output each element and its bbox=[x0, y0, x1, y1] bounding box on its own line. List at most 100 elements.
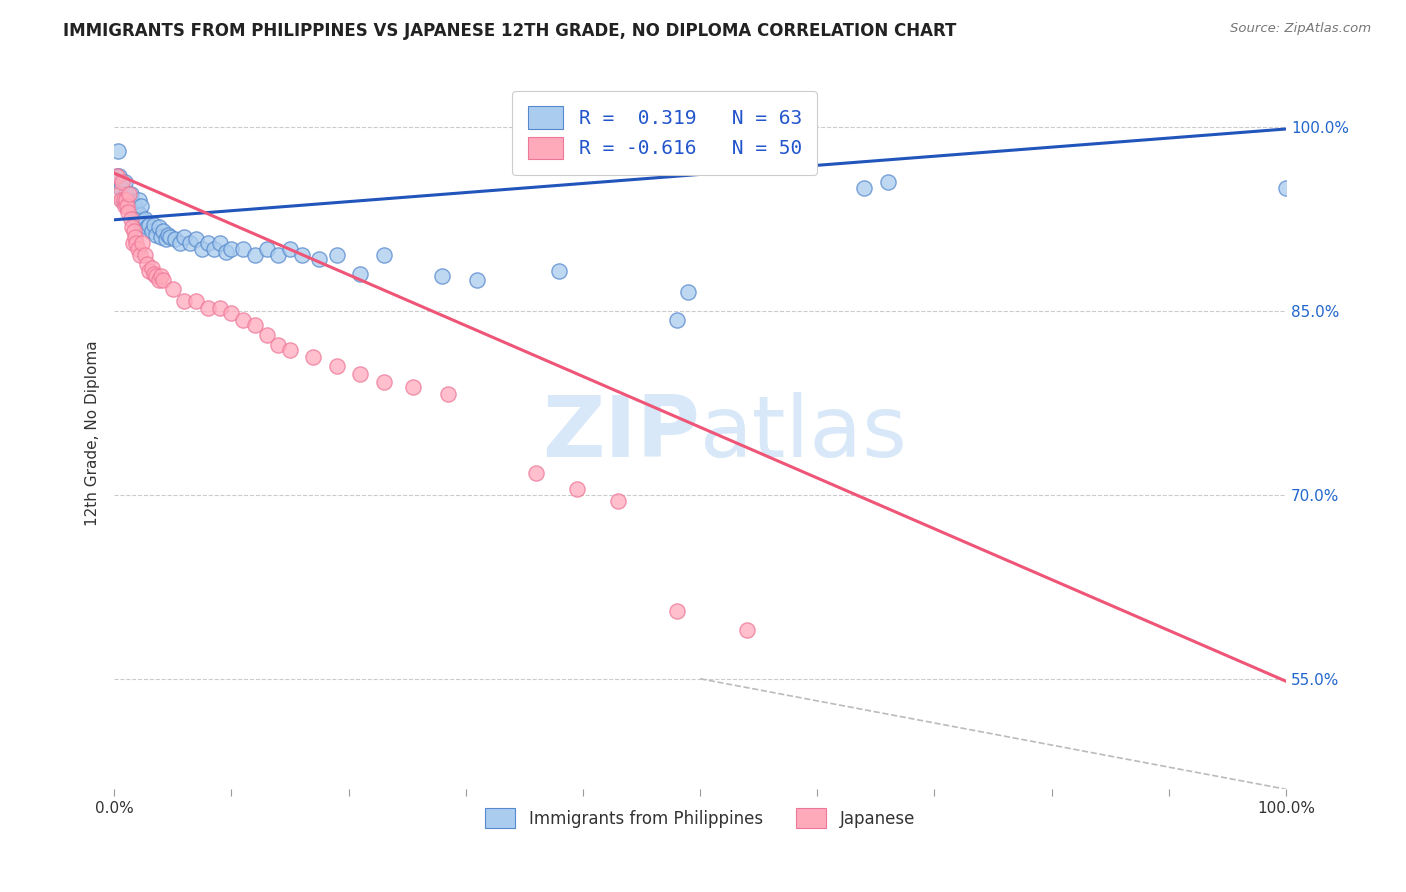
Text: Source: ZipAtlas.com: Source: ZipAtlas.com bbox=[1230, 22, 1371, 36]
Point bbox=[373, 375, 395, 389]
Point bbox=[134, 211, 156, 226]
Point bbox=[326, 248, 349, 262]
Point bbox=[256, 242, 278, 256]
Point bbox=[122, 236, 145, 251]
Point bbox=[197, 301, 219, 315]
Point bbox=[678, 285, 700, 300]
Point bbox=[114, 175, 136, 189]
Point bbox=[117, 205, 139, 219]
Point bbox=[208, 236, 231, 251]
Point bbox=[432, 269, 454, 284]
Point bbox=[291, 248, 314, 262]
Text: IMMIGRANTS FROM PHILIPPINES VS JAPANESE 12TH GRADE, NO DIPLOMA CORRELATION CHART: IMMIGRANTS FROM PHILIPPINES VS JAPANESE … bbox=[63, 22, 956, 40]
Point bbox=[138, 264, 160, 278]
Point bbox=[122, 205, 145, 219]
Point bbox=[115, 199, 138, 213]
Point bbox=[124, 230, 146, 244]
Point bbox=[107, 144, 129, 158]
Point bbox=[125, 236, 148, 251]
Point bbox=[121, 199, 143, 213]
Point bbox=[159, 230, 181, 244]
Point bbox=[117, 193, 139, 207]
Point bbox=[208, 301, 231, 315]
Point bbox=[118, 187, 141, 202]
Point bbox=[108, 169, 131, 183]
Point bbox=[155, 232, 177, 246]
Point bbox=[127, 242, 149, 256]
Point bbox=[118, 199, 141, 213]
Point bbox=[112, 193, 135, 207]
Point bbox=[876, 175, 898, 189]
Point bbox=[467, 273, 489, 287]
Point bbox=[267, 338, 290, 352]
Point bbox=[232, 313, 254, 327]
Point bbox=[179, 236, 201, 251]
Point bbox=[349, 267, 371, 281]
Point bbox=[108, 181, 131, 195]
Point bbox=[129, 248, 152, 262]
Point bbox=[108, 187, 131, 202]
Point bbox=[122, 224, 145, 238]
Point bbox=[143, 267, 166, 281]
Point bbox=[278, 242, 301, 256]
Point bbox=[157, 227, 180, 242]
Point bbox=[221, 242, 243, 256]
Point bbox=[120, 187, 142, 202]
Point bbox=[110, 193, 132, 207]
Point bbox=[326, 359, 349, 373]
Text: ZIP: ZIP bbox=[543, 392, 700, 475]
Point bbox=[308, 252, 330, 266]
Point bbox=[232, 242, 254, 256]
Point bbox=[122, 195, 145, 210]
Point bbox=[202, 242, 225, 256]
Point bbox=[214, 244, 236, 259]
Point bbox=[243, 318, 266, 333]
Point bbox=[191, 242, 214, 256]
Point bbox=[437, 387, 460, 401]
Text: atlas: atlas bbox=[700, 392, 908, 475]
Point bbox=[121, 220, 143, 235]
Legend: Immigrants from Philippines, Japanese: Immigrants from Philippines, Japanese bbox=[478, 802, 921, 834]
Point bbox=[152, 224, 174, 238]
Point bbox=[110, 181, 132, 195]
Point bbox=[148, 273, 170, 287]
Point bbox=[105, 169, 128, 183]
Point bbox=[373, 248, 395, 262]
Point bbox=[114, 199, 136, 213]
Point bbox=[150, 269, 173, 284]
Point bbox=[665, 313, 688, 327]
Point bbox=[302, 350, 325, 364]
Point bbox=[111, 193, 134, 207]
Point bbox=[138, 218, 160, 232]
Point bbox=[145, 227, 167, 242]
Point bbox=[173, 230, 195, 244]
Point bbox=[735, 623, 758, 637]
Point bbox=[131, 218, 153, 232]
Point bbox=[607, 493, 630, 508]
Point bbox=[115, 187, 138, 202]
Point bbox=[221, 306, 243, 320]
Point bbox=[136, 257, 159, 271]
Point bbox=[665, 604, 688, 618]
Point bbox=[148, 220, 170, 235]
Point bbox=[136, 220, 159, 235]
Point bbox=[853, 181, 876, 195]
Point bbox=[402, 380, 425, 394]
Point bbox=[111, 175, 134, 189]
Point bbox=[145, 269, 167, 284]
Point bbox=[173, 293, 195, 308]
Point bbox=[141, 224, 163, 238]
Point bbox=[131, 236, 153, 251]
Point bbox=[134, 248, 156, 262]
Point bbox=[115, 193, 138, 207]
Point bbox=[105, 169, 128, 183]
Point bbox=[112, 193, 135, 207]
Point bbox=[162, 281, 184, 295]
Point bbox=[349, 368, 371, 382]
Point bbox=[267, 248, 290, 262]
Point bbox=[548, 264, 571, 278]
Point bbox=[1275, 181, 1298, 195]
Point bbox=[127, 205, 149, 219]
Point bbox=[165, 232, 187, 246]
Point bbox=[129, 208, 152, 222]
